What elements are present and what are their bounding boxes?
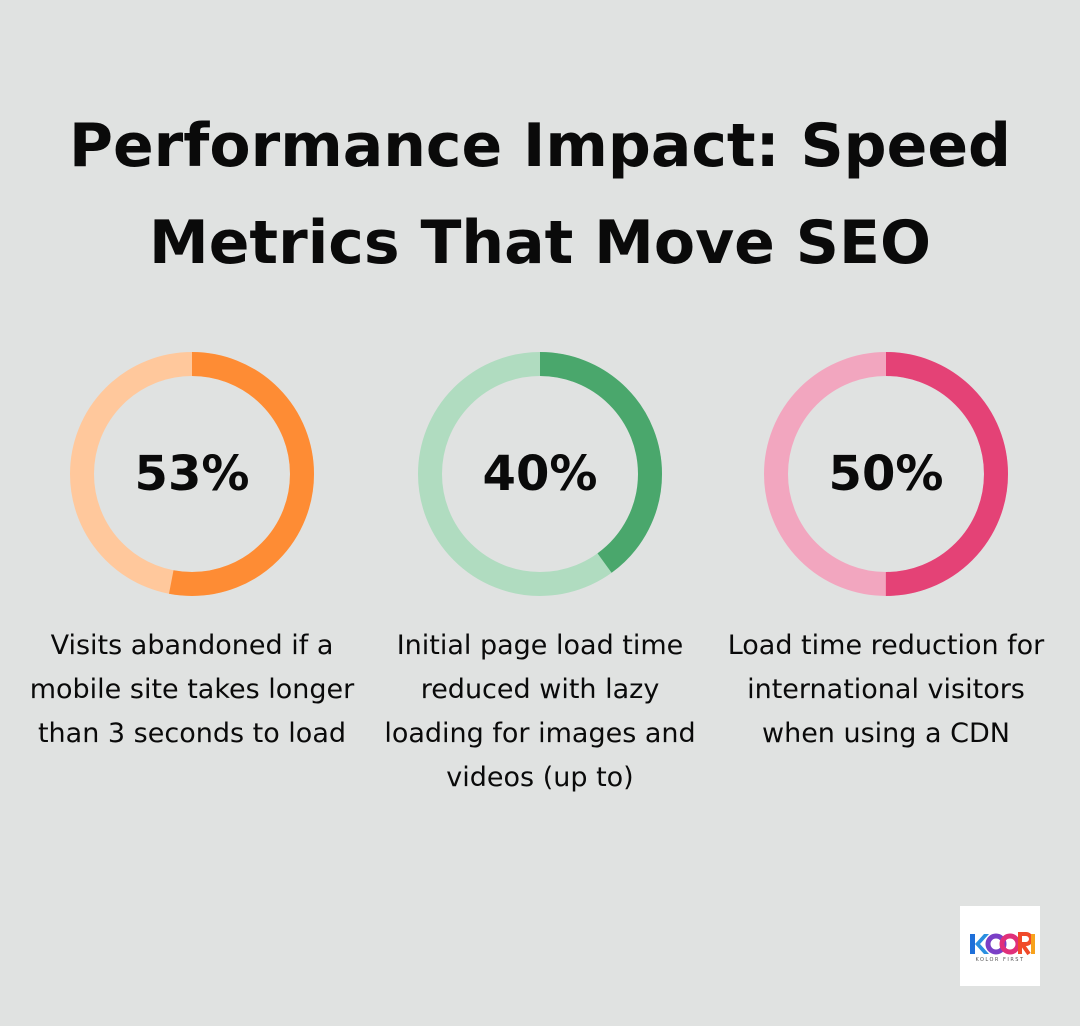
stat-description-1: Visits abandoned if a mobile site takes … xyxy=(29,630,355,749)
logo-mark: KOLOR FIRST xyxy=(970,932,1035,963)
title-line-1: Performance Impact: Speed xyxy=(69,111,1011,181)
donut-value-arc xyxy=(418,352,662,596)
stat-value-1: 53% xyxy=(134,446,250,502)
donut-chart-1 xyxy=(70,352,314,596)
svg-text:KOLOR FIRST: KOLOR FIRST xyxy=(975,957,1024,963)
page-title: Performance Impact: Speed Metrics That M… xyxy=(0,98,1080,292)
donut-value-arc xyxy=(764,352,1008,596)
donut-value-arc xyxy=(70,352,314,596)
stat-value-2: 40% xyxy=(482,446,598,502)
koori-logo: KOLOR FIRST xyxy=(960,906,1040,986)
donut-chart-2 xyxy=(418,352,662,596)
stat-description-2: Initial page load time reduced with lazy… xyxy=(384,630,696,793)
stat-description-3: Load time reduction for international vi… xyxy=(727,630,1045,749)
title-line-2: Metrics That Move SEO xyxy=(149,208,931,278)
stat-value-3: 50% xyxy=(828,446,944,502)
donut-chart-3 xyxy=(764,352,1008,596)
